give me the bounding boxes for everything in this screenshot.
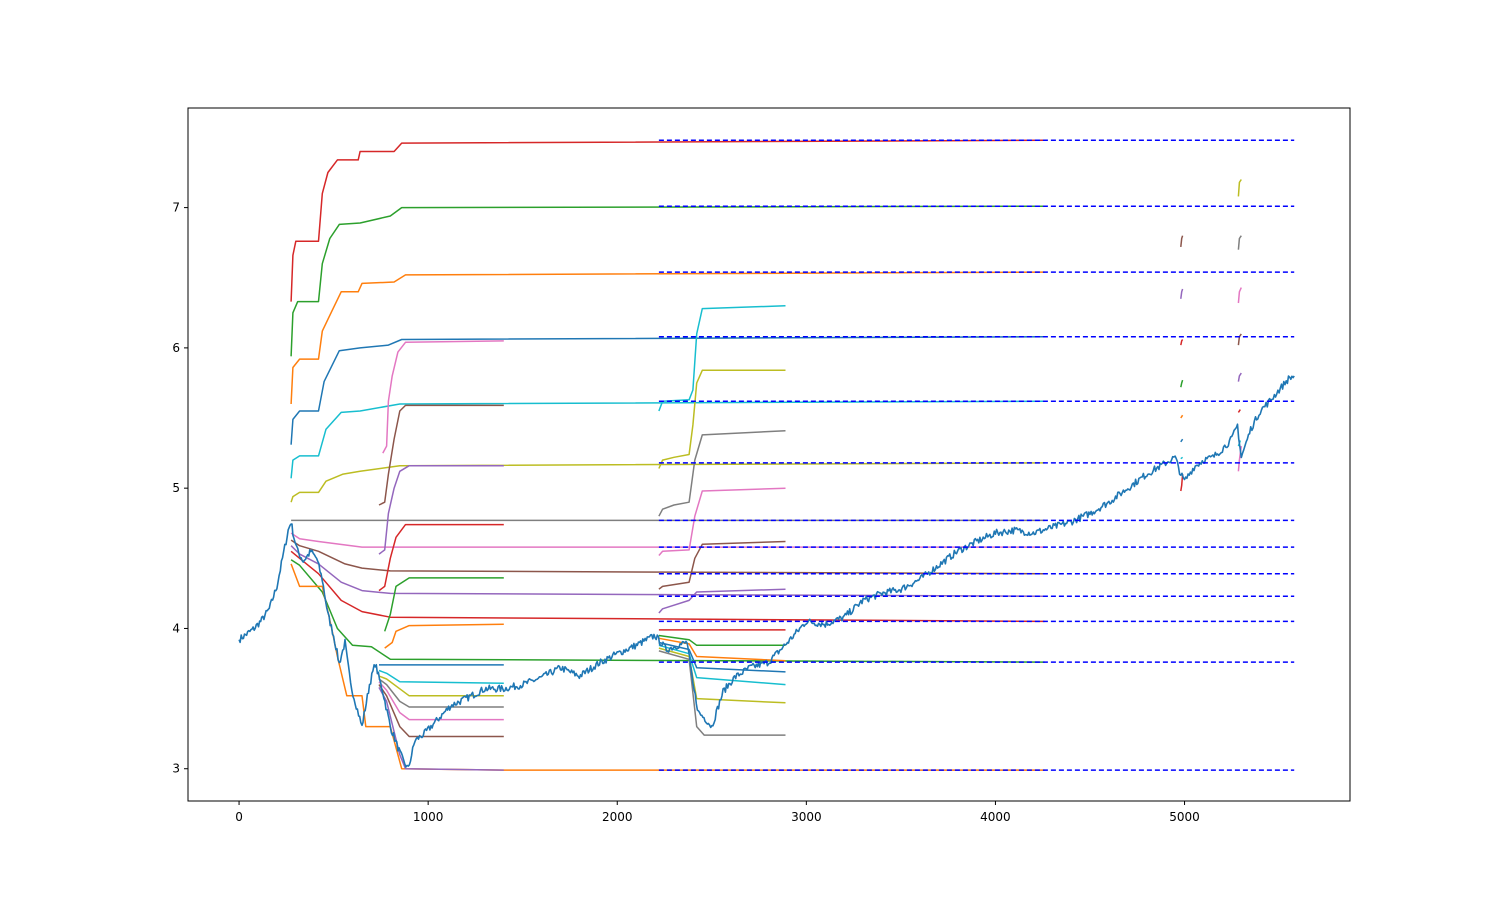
y-tick-label-2: 5 [172, 481, 180, 495]
level-segment-15 [378, 464, 504, 555]
level-segment-48 [1237, 235, 1242, 250]
level-segment-28 [658, 429, 786, 517]
y-tick-label-0: 3 [172, 762, 180, 776]
level-segment-1 [290, 205, 1045, 357]
x-tick-label-0: 0 [235, 810, 243, 824]
level-segment-23 [378, 681, 504, 721]
price-series-line [238, 375, 1295, 768]
plot-content [238, 139, 1295, 771]
level-segment-45 [1180, 456, 1184, 460]
x-tick-label-4: 4000 [980, 810, 1011, 824]
level-segment-35 [658, 641, 786, 673]
x-tick-label-5: 5000 [1169, 810, 1200, 824]
level-segment-38 [658, 650, 786, 736]
level-segment-42 [1180, 379, 1184, 388]
level-segment-34 [658, 637, 786, 662]
level-segment-47 [1237, 179, 1242, 197]
level-segment-43 [1180, 414, 1184, 419]
level-segment-13 [382, 340, 504, 454]
level-segment-5 [290, 462, 1045, 503]
y-tick-label-4: 7 [172, 201, 180, 215]
x-tick-label-1: 1000 [413, 810, 444, 824]
level-segment-8 [290, 539, 1045, 575]
level-segment-22 [378, 678, 504, 708]
level-segment-51 [1237, 372, 1242, 382]
level-segment-4 [290, 400, 1045, 479]
level-segment-39 [1180, 235, 1184, 247]
level-segment-3 [290, 335, 1045, 445]
plot-frame [187, 107, 1351, 802]
level-segment-11 [290, 559, 1045, 663]
level-segment-31 [658, 588, 786, 614]
level-segment-41 [1180, 339, 1184, 346]
level-segment-30 [658, 540, 786, 590]
level-segment-14 [378, 404, 504, 506]
level-segment-29 [658, 487, 786, 556]
level-segment-24 [378, 684, 504, 738]
level-segment-0 [290, 139, 1045, 302]
level-segment-16 [378, 523, 504, 592]
level-segment-52 [1237, 409, 1241, 413]
level-segment-7 [290, 532, 1045, 548]
level-segment-44 [1180, 438, 1184, 443]
level-segment-27 [658, 369, 786, 469]
level-segment-18 [384, 623, 504, 649]
level-segment-49 [1237, 287, 1242, 304]
level-segment-36 [658, 644, 786, 686]
y-tick-label-3: 6 [172, 341, 180, 355]
level-segment-17 [383, 577, 504, 632]
level-segment-20 [378, 669, 504, 684]
level-segment-46 [1180, 474, 1184, 492]
x-tick-label-3: 3000 [791, 810, 822, 824]
y-tick-label-1: 4 [172, 621, 180, 635]
level-segment-33 [658, 634, 786, 647]
level-segment-2 [290, 271, 1045, 405]
level-segment-21 [378, 675, 504, 697]
level-segment-40 [1180, 288, 1184, 299]
x-tick-label-2: 2000 [602, 810, 633, 824]
axes: 0 1000 2000 3000 4000 5000 3 4 5 6 7 [172, 201, 1199, 824]
